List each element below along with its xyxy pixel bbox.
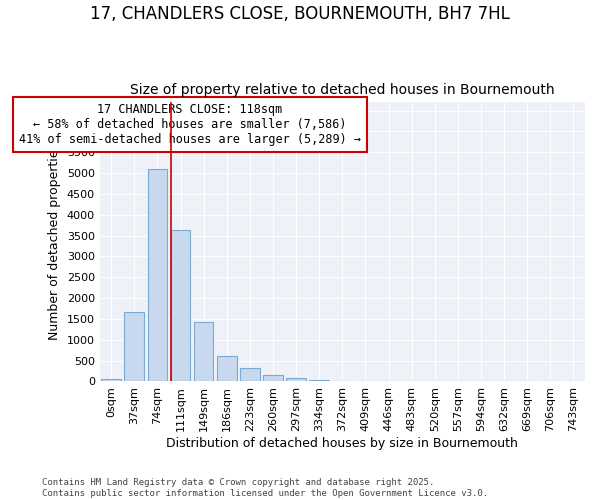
Text: 17, CHANDLERS CLOSE, BOURNEMOUTH, BH7 7HL: 17, CHANDLERS CLOSE, BOURNEMOUTH, BH7 7H… bbox=[90, 5, 510, 23]
Title: Size of property relative to detached houses in Bournemouth: Size of property relative to detached ho… bbox=[130, 83, 554, 97]
Bar bbox=[101, 379, 121, 382]
Bar bbox=[240, 368, 260, 382]
Bar bbox=[286, 378, 306, 382]
Bar bbox=[148, 169, 167, 382]
Bar bbox=[194, 322, 214, 382]
X-axis label: Distribution of detached houses by size in Bournemouth: Distribution of detached houses by size … bbox=[166, 437, 518, 450]
Bar bbox=[263, 375, 283, 382]
Bar bbox=[217, 356, 236, 382]
Bar bbox=[171, 230, 190, 382]
Bar bbox=[124, 312, 144, 382]
Text: Contains HM Land Registry data © Crown copyright and database right 2025.
Contai: Contains HM Land Registry data © Crown c… bbox=[42, 478, 488, 498]
Text: 17 CHANDLERS CLOSE: 118sqm
← 58% of detached houses are smaller (7,586)
41% of s: 17 CHANDLERS CLOSE: 118sqm ← 58% of deta… bbox=[19, 102, 361, 146]
Y-axis label: Number of detached properties: Number of detached properties bbox=[48, 144, 61, 340]
Bar bbox=[310, 380, 329, 382]
